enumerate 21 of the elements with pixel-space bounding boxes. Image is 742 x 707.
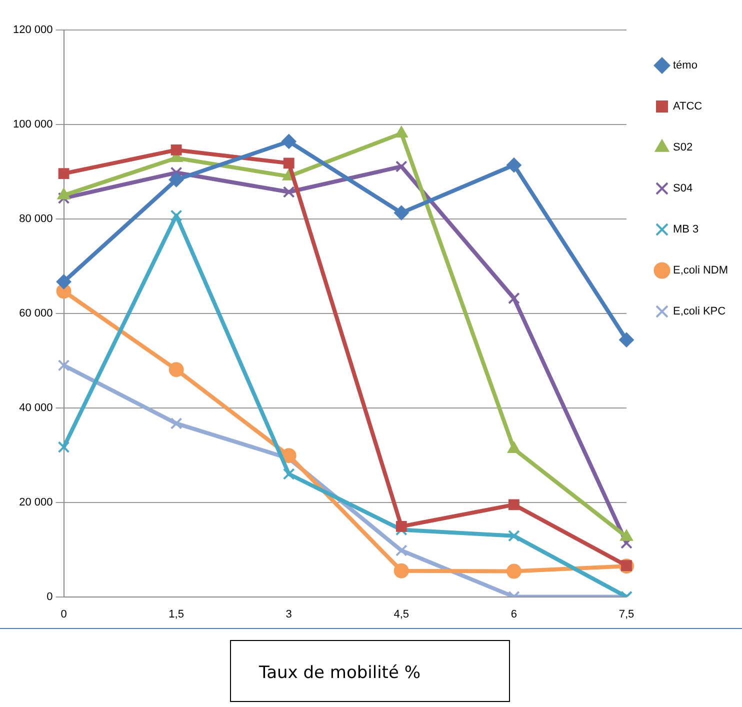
y-tick-label: 80 000	[19, 212, 53, 225]
legend-label: ATCC	[672, 100, 702, 113]
legend-label: témo	[672, 60, 698, 72]
legend-label: MB 3	[672, 224, 699, 236]
legend-label: E,coli NDM	[672, 264, 728, 277]
y-tick-label: 20 000	[19, 496, 53, 508]
y-tick-label: 120 000	[12, 24, 53, 36]
x-tick-label: 1,5	[168, 608, 184, 620]
y-tick-label: 0	[46, 590, 53, 603]
x-tick-label: 4,5	[394, 608, 410, 620]
x-tick-label: 7,5	[618, 608, 634, 620]
x-tick-label: 6	[510, 608, 518, 620]
x-axis-title: Taux de mobilité %	[230, 640, 510, 702]
y-tick-label: 40 000	[19, 402, 53, 414]
y-tick-label: 100 000	[12, 118, 53, 130]
legend-label: S02	[672, 142, 693, 154]
legend-label: S04	[672, 182, 693, 195]
legend-label: E,coli KPC	[672, 306, 726, 318]
x-tick-label: 3	[286, 608, 292, 620]
y-tick-label: 60 000	[19, 307, 53, 320]
x-tick-label: 0	[60, 608, 67, 620]
